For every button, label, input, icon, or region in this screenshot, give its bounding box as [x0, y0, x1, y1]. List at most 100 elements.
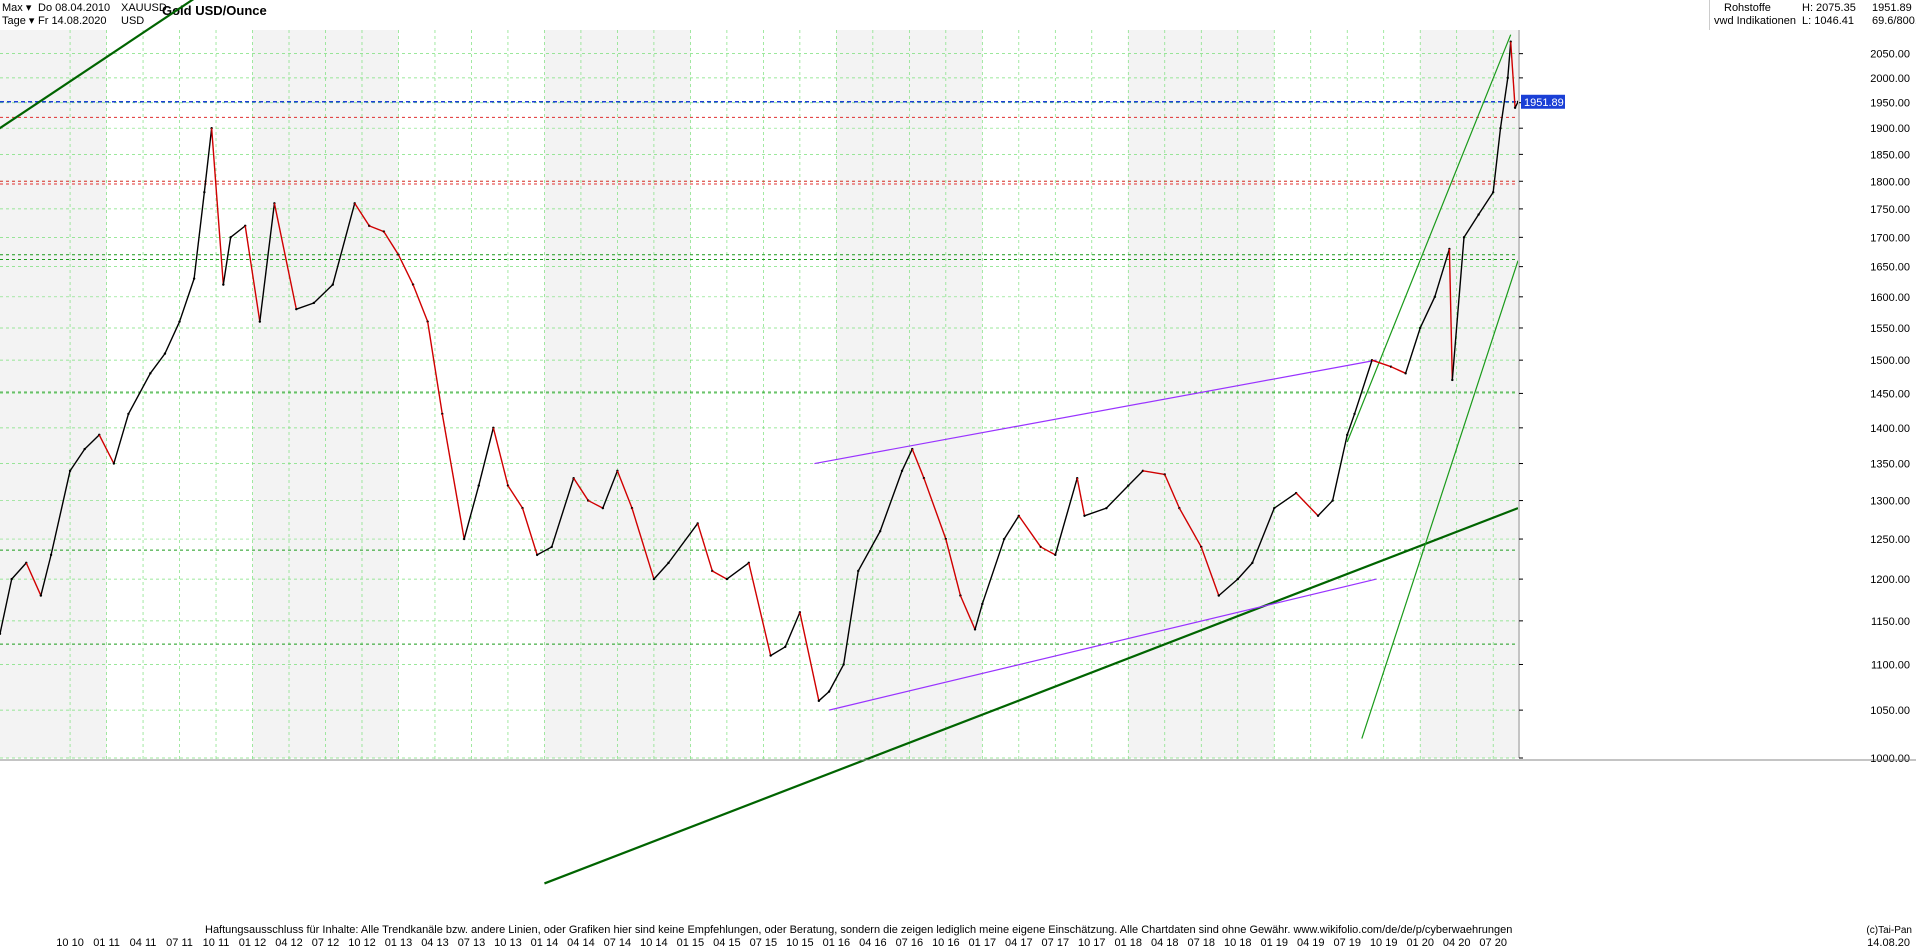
price-segment [667, 523, 699, 564]
price-segment [332, 203, 356, 285]
price-segment [369, 225, 385, 233]
price-segment [521, 507, 538, 556]
chart-header: Max ▾ Tage ▾ Do 08.04.2010 Fr 14.08.2020… [0, 0, 1916, 30]
year-bands [0, 30, 1518, 758]
y-tick-label: 2000.00 [1870, 73, 1910, 85]
price-segment [1054, 477, 1078, 556]
range-label: Max [2, 2, 23, 14]
horizontal-levels [0, 101, 1518, 645]
x-tick-label: 01 12 [239, 937, 267, 949]
x-tick-label: 10 19 [1370, 937, 1398, 949]
x-tick-label: 01 13 [385, 937, 413, 949]
price-segment [842, 570, 859, 665]
year-band [1420, 30, 1518, 758]
price-segment [40, 554, 52, 596]
price-segment [1317, 500, 1334, 517]
y-tick-label: 1550.00 [1870, 323, 1910, 335]
price-segment [653, 562, 670, 580]
price-segment [84, 434, 100, 450]
price-segment [354, 202, 370, 227]
price-segment [857, 530, 881, 572]
y-tick-label: 1100.00 [1871, 659, 1910, 671]
price-segment [911, 448, 925, 479]
grid-lines [0, 30, 1518, 760]
price-segment [98, 434, 115, 464]
price-segment [210, 128, 225, 285]
x-tick-label: 01 19 [1260, 937, 1288, 949]
price-segment [1434, 248, 1451, 298]
y-tick-label: 1800.00 [1870, 176, 1910, 188]
price-segment [1178, 507, 1202, 548]
interval-label: Tage [2, 15, 26, 27]
range-selector[interactable]: Max ▾ [2, 2, 31, 15]
price-segment [818, 691, 830, 702]
trend-line [814, 359, 1377, 465]
y-tick-label: 1400.00 [1870, 423, 1910, 435]
price-segment [551, 477, 575, 548]
source-label: vwd Indikationen [1714, 15, 1796, 27]
price-segment [697, 523, 713, 572]
price-segment [587, 499, 604, 509]
x-tick-label: 10 16 [932, 937, 960, 949]
price-segment [1237, 562, 1253, 580]
y-tick-label: 1050.00 [1870, 705, 1910, 717]
x-tick-label: 04 14 [567, 937, 595, 949]
x-tick-label: 01 18 [1115, 937, 1143, 949]
price-segment [397, 254, 414, 285]
price-segment [784, 612, 801, 648]
price-segment [492, 427, 509, 486]
price-segment [1510, 41, 1516, 108]
price-segment [244, 225, 261, 322]
price-segment [631, 507, 655, 580]
price-segment [1371, 359, 1392, 368]
interval-selector[interactable]: Tage ▾ [2, 15, 34, 28]
y-tick-label: 1200.00 [1870, 574, 1910, 586]
y-tick-label: 2050.00 [1870, 49, 1910, 61]
x-tick-label: 04 13 [421, 937, 449, 949]
high-label: H: 2075.35 [1802, 2, 1856, 14]
y-tick-label: 1950.00 [1870, 98, 1910, 110]
price-segment [828, 664, 845, 692]
y-tick-label: 1850.00 [1870, 149, 1910, 161]
price-segment [1076, 478, 1086, 516]
price-segment [383, 231, 400, 256]
price-segment [164, 321, 181, 354]
price-segment [11, 562, 27, 580]
x-tick-label: 07 14 [604, 937, 632, 949]
price-segment [1040, 546, 1056, 556]
price-segment [770, 646, 786, 657]
x-tick-label: 10 14 [640, 937, 668, 949]
price-segment [296, 302, 315, 310]
x-last-label: 14.08.20 [1867, 937, 1910, 949]
price-segment [726, 562, 750, 580]
price-segment [959, 595, 976, 630]
price-segment [748, 562, 772, 656]
y-tick-label: 1650.00 [1870, 262, 1910, 274]
price-tag-label: 1951.89 [1524, 97, 1564, 109]
price-segment [711, 570, 728, 580]
x-tick-label: 07 19 [1333, 937, 1361, 949]
x-tick-label: 07 16 [896, 937, 924, 949]
x-tick-label: 07 17 [1042, 937, 1070, 949]
price-segment [1142, 470, 1165, 476]
x-tick-label: 01 14 [531, 937, 559, 949]
price-segment [426, 321, 443, 415]
price-tag-box [1521, 94, 1565, 109]
price-segment [1105, 485, 1129, 509]
x-tick-label: 04 11 [130, 937, 157, 949]
y-tick-label: 1700.00 [1870, 232, 1910, 244]
price-segment [1448, 248, 1454, 380]
price-segment [1499, 77, 1509, 129]
price-segment [1003, 515, 1020, 540]
date-to: Fr 14.08.2020 [38, 15, 107, 27]
price-segment [1295, 492, 1319, 517]
y-tick-label: 1500.00 [1870, 355, 1910, 367]
x-tick-label: 07 12 [312, 937, 340, 949]
x-tick-label: 01 15 [677, 937, 705, 949]
price-segment [1419, 296, 1436, 329]
price-segment [1018, 515, 1042, 548]
price-segment [799, 612, 820, 701]
price-segment [879, 470, 903, 532]
x-axis: 10 10 01 11 04 11 07 11 10 11 01 12 04 12 07 12… [0, 759, 1916, 949]
